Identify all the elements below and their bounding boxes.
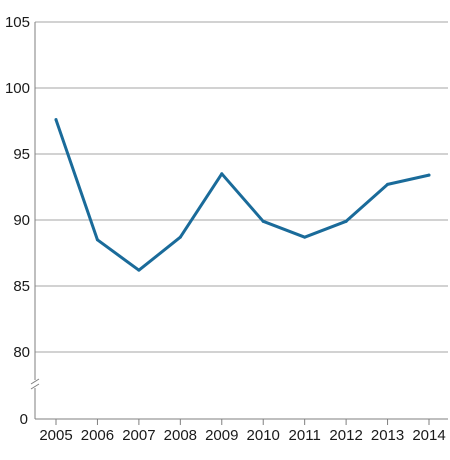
data-point-2005 [54, 118, 58, 122]
axis-break-gap [31, 380, 39, 388]
data-point-2009 [220, 172, 224, 176]
y-tick-label-80: 80 [13, 344, 30, 361]
x-tick-label-2010: 2010 [247, 427, 280, 444]
data-point-2014 [427, 173, 431, 177]
x-tick-label-2012: 2012 [329, 427, 362, 444]
y-tick-label-100: 100 [5, 80, 30, 97]
data-point-2010 [261, 219, 265, 223]
x-tick-label-2011: 2011 [289, 427, 321, 444]
axis-break-mark-lower [30, 383, 40, 390]
y-tick-label-95: 95 [13, 146, 30, 163]
y-tick-label-85: 85 [13, 278, 30, 295]
tick-labels: 80 85 90 95 100 105 0 2005 2006 2007 2008 2009 2010 2… [5, 14, 446, 444]
grid-lines [35, 21, 448, 353]
x-tick-label-2014: 2014 [412, 427, 445, 444]
data-point-2007 [137, 268, 141, 272]
y-tick-label-90: 90 [13, 212, 30, 229]
x-tick-label-2005: 2005 [39, 427, 72, 444]
x-tick-label-2007: 2007 [122, 427, 155, 444]
data-point-2008 [178, 235, 182, 239]
y-tick-label-0: 0 [20, 411, 28, 428]
x-tick-label-2013: 2013 [371, 427, 404, 444]
y-tick-label-105: 105 [5, 14, 30, 31]
axis-break-mark-upper [30, 378, 40, 385]
x-tick-label-2008: 2008 [164, 427, 197, 444]
data-point-2011 [303, 235, 307, 239]
series-layer [54, 118, 431, 272]
x-tick-label-2006: 2006 [81, 427, 114, 444]
data-point-2013 [386, 182, 390, 186]
series-line-0 [54, 118, 431, 272]
axes [30, 22, 448, 425]
x-tick-label-2009: 2009 [205, 427, 238, 444]
data-point-2012 [344, 219, 348, 223]
data-point-2006 [95, 238, 99, 242]
